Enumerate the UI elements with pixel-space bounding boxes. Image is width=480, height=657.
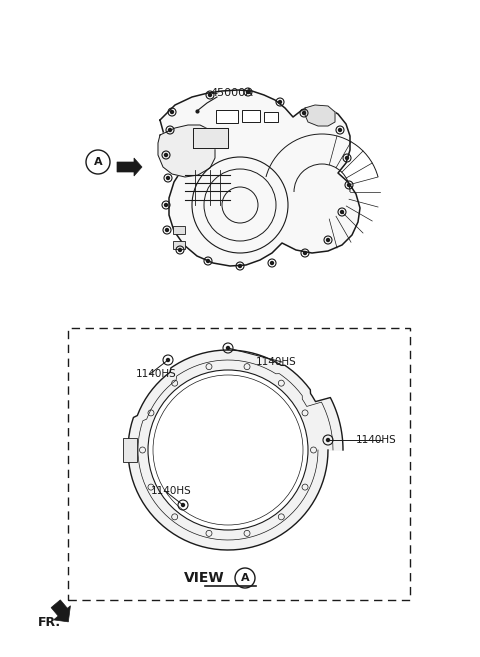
Circle shape <box>170 110 173 114</box>
Polygon shape <box>117 158 142 176</box>
Circle shape <box>340 210 344 214</box>
Circle shape <box>303 252 307 254</box>
Circle shape <box>302 112 305 114</box>
Text: FR.: FR. <box>38 616 61 629</box>
Text: VIEW: VIEW <box>184 571 225 585</box>
Circle shape <box>271 261 274 265</box>
Bar <box>264 112 278 122</box>
Circle shape <box>348 183 350 187</box>
Circle shape <box>326 238 329 242</box>
Bar <box>173 226 185 234</box>
Bar <box>68 328 410 600</box>
Polygon shape <box>128 350 343 550</box>
Text: A: A <box>240 573 249 583</box>
Circle shape <box>278 101 281 104</box>
Circle shape <box>165 154 168 156</box>
Circle shape <box>179 248 181 252</box>
Text: 45000A: 45000A <box>210 88 253 98</box>
Circle shape <box>148 370 308 530</box>
Polygon shape <box>158 125 215 177</box>
Circle shape <box>167 359 169 361</box>
Circle shape <box>166 229 168 231</box>
Polygon shape <box>51 600 71 622</box>
Bar <box>216 110 238 123</box>
Text: 1140HS: 1140HS <box>356 435 396 445</box>
Circle shape <box>247 91 250 93</box>
Circle shape <box>208 93 212 97</box>
Circle shape <box>227 346 229 350</box>
Circle shape <box>167 177 169 179</box>
Polygon shape <box>160 90 360 266</box>
Circle shape <box>206 260 209 263</box>
Polygon shape <box>305 105 335 126</box>
Circle shape <box>326 438 329 442</box>
Bar <box>242 110 260 122</box>
Bar <box>123 438 137 462</box>
Circle shape <box>181 503 184 507</box>
Circle shape <box>168 129 171 131</box>
Text: 1140HS: 1140HS <box>256 357 296 367</box>
Circle shape <box>239 265 241 267</box>
Circle shape <box>346 156 348 160</box>
Polygon shape <box>193 128 228 148</box>
Circle shape <box>165 204 168 206</box>
Text: 1140HS: 1140HS <box>151 486 192 496</box>
Text: 1140HS: 1140HS <box>136 369 176 379</box>
Circle shape <box>338 129 341 131</box>
Bar <box>173 241 185 249</box>
Text: A: A <box>94 157 102 167</box>
